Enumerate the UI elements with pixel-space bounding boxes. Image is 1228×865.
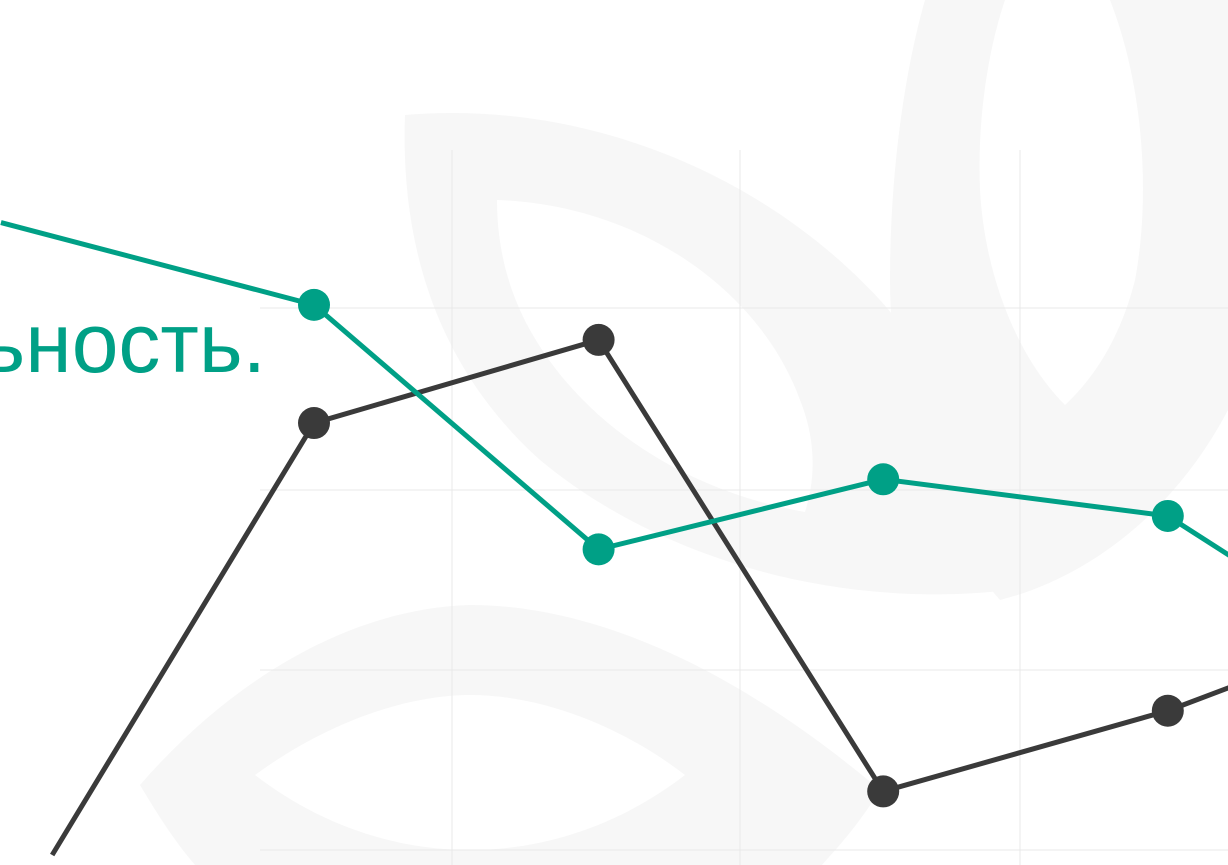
data-point [867, 775, 900, 808]
data-point [582, 533, 615, 566]
data-point [1151, 499, 1184, 532]
data-point [298, 407, 330, 440]
series-layer [0, 220, 1228, 857]
data-point [582, 323, 615, 356]
slide-heading: ьность. [0, 296, 266, 390]
grid [260, 150, 1228, 865]
data-point [1151, 694, 1184, 727]
data-point [298, 288, 330, 321]
data-point [867, 463, 900, 496]
